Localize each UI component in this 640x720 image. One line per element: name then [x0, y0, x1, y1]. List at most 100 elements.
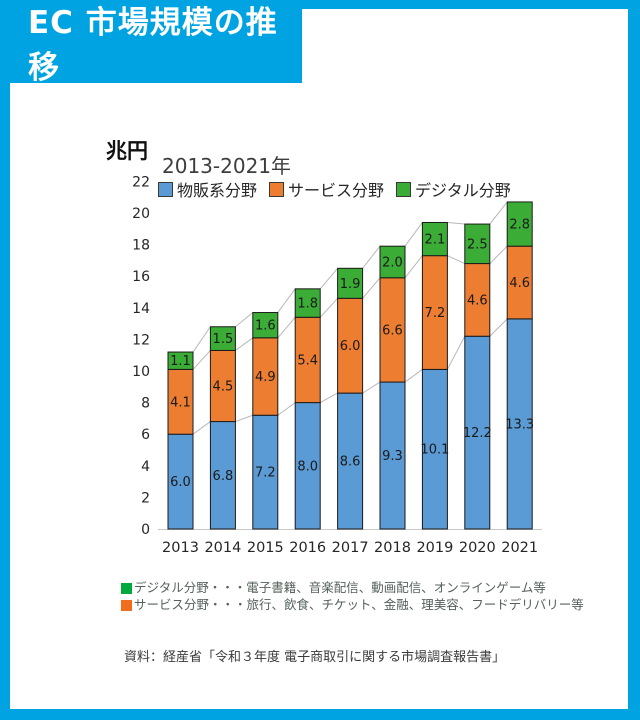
bar-segment [252, 337, 279, 416]
footnote-digital-text: デジタル分野・・・電子書籍、音楽配信、動画配信、オンラインゲーム等 [134, 580, 546, 595]
series-line [192, 326, 211, 353]
bar-segment [464, 335, 491, 530]
y-tick-label: 18 [132, 238, 150, 254]
x-axis-label: 2017 [332, 540, 369, 556]
bar-segment [294, 402, 321, 530]
bar-segment [464, 223, 491, 265]
bar-segment [379, 245, 406, 279]
y-tick-label: 2 [141, 490, 150, 506]
series-line [319, 392, 338, 404]
legend-label-digital: デジタル分野 [415, 181, 511, 200]
chart-title: 2013-2021年 [162, 154, 292, 178]
bar-value-label: 8.6 [340, 455, 361, 470]
footnote-digital-swatch-icon [121, 582, 132, 594]
bar-value-label: 4.5 [213, 380, 234, 395]
series-line [319, 267, 338, 290]
bar-segment [167, 351, 194, 370]
bar-value-label: 2.1 [425, 233, 446, 248]
footnote-service-swatch-icon [121, 599, 132, 611]
x-axis-label: 2016 [289, 540, 326, 556]
bar-segment [252, 312, 279, 339]
x-axis-label: 2013 [162, 540, 199, 556]
bar-segment [421, 221, 448, 257]
x-axis-label: 2021 [501, 540, 538, 556]
bar-segment [337, 392, 364, 530]
page-title: EC 市場規模の推移 [28, 4, 278, 86]
bar-segment [252, 414, 279, 530]
footnote-service: サービス分野・・・旅行、飲食、チケット、金融、理美容、フードデリバリー等 [121, 597, 584, 613]
y-axis-unit-label: 兆円 [106, 139, 148, 163]
series-line [235, 337, 254, 351]
series-line [447, 255, 466, 265]
bar-value-label: 10.1 [420, 443, 449, 458]
bar-value-label: 9.3 [382, 449, 403, 464]
y-tick-label: 14 [132, 301, 150, 317]
bar-value-label: 2.5 [467, 237, 488, 252]
bar-value-label: 6.0 [170, 475, 191, 490]
bar-segment [337, 297, 364, 394]
bar-value-label: 1.6 [255, 319, 276, 334]
legend-label-services: サービス分野 [288, 181, 385, 200]
series-line [362, 245, 381, 269]
bar-value-label: 4.6 [467, 293, 488, 308]
series-line [404, 369, 423, 383]
bar-value-label: 8.0 [297, 459, 318, 474]
bar-value-label: 1.5 [213, 332, 234, 347]
bar-segment [506, 245, 533, 320]
series-line [192, 350, 211, 370]
y-tick-label: 6 [141, 427, 150, 443]
x-axis-label: 2018 [374, 540, 411, 556]
bar-segment [421, 368, 448, 530]
bar-value-label: 13.3 [505, 417, 534, 432]
y-tick-label: 10 [132, 364, 150, 380]
bar-segment [379, 277, 406, 383]
x-axis-label: 2015 [247, 540, 284, 556]
bar-value-label: 7.2 [425, 306, 446, 321]
bar-segment [209, 326, 236, 351]
series-line [277, 316, 296, 339]
bar-value-label: 1.9 [340, 277, 361, 292]
bar-value-label: 7.2 [255, 466, 276, 481]
bar-segment [337, 267, 364, 299]
series-line [277, 288, 296, 313]
series-line [446, 336, 466, 370]
series-line [404, 255, 423, 279]
bar-value-label: 12.2 [463, 426, 492, 441]
y-tick-label: 20 [132, 206, 150, 222]
series-line [319, 297, 338, 318]
y-tick-label: 4 [141, 459, 150, 475]
legend-swatch-goods-icon [158, 181, 173, 197]
series-line [489, 201, 508, 225]
x-axis-label: 2020 [459, 540, 496, 556]
y-tick-label: 8 [141, 396, 150, 412]
bar-segment [294, 288, 321, 318]
x-axis-label: 2014 [204, 540, 241, 556]
legend-item-goods: 物販系分野 [158, 177, 257, 201]
x-axis-label: 2019 [416, 540, 453, 556]
series-line [362, 277, 381, 299]
bar-segment [294, 316, 321, 404]
bar-value-label: 1.1 [170, 354, 191, 369]
y-tick-label: 0 [141, 522, 150, 538]
legend-swatch-digital-icon [396, 181, 412, 197]
bar-segment [506, 318, 533, 530]
bar-value-label: 6.6 [382, 323, 403, 338]
series-line [235, 312, 254, 328]
bar-segment [464, 263, 491, 337]
series-line [489, 245, 508, 264]
series-line [447, 221, 465, 225]
source-note: 資料：経産省「令和３年度 電子商取引に関する市場調査報告書」 [124, 650, 506, 665]
series-line [362, 381, 381, 394]
footnote-digital: デジタル分野・・・電子書籍、音楽配信、動画配信、オンラインゲーム等 [121, 580, 584, 596]
series-line [489, 318, 508, 337]
series-line [404, 222, 423, 247]
bar-segment [506, 201, 533, 247]
series-line [192, 421, 211, 435]
bar-value-label: 4.6 [509, 276, 530, 291]
legend-item-digital: デジタル分野 [396, 177, 511, 201]
bar-value-label: 4.9 [255, 370, 276, 385]
footnotes: デジタル分野・・・電子書籍、音楽配信、動画配信、オンラインゲーム等 サービス分野… [121, 580, 584, 614]
page-title-banner: EC 市場規模の推移 [0, 0, 302, 86]
chart-legend: 物販系分野 サービス分野 デジタル分野 [158, 177, 511, 201]
bar-segment [379, 381, 406, 530]
